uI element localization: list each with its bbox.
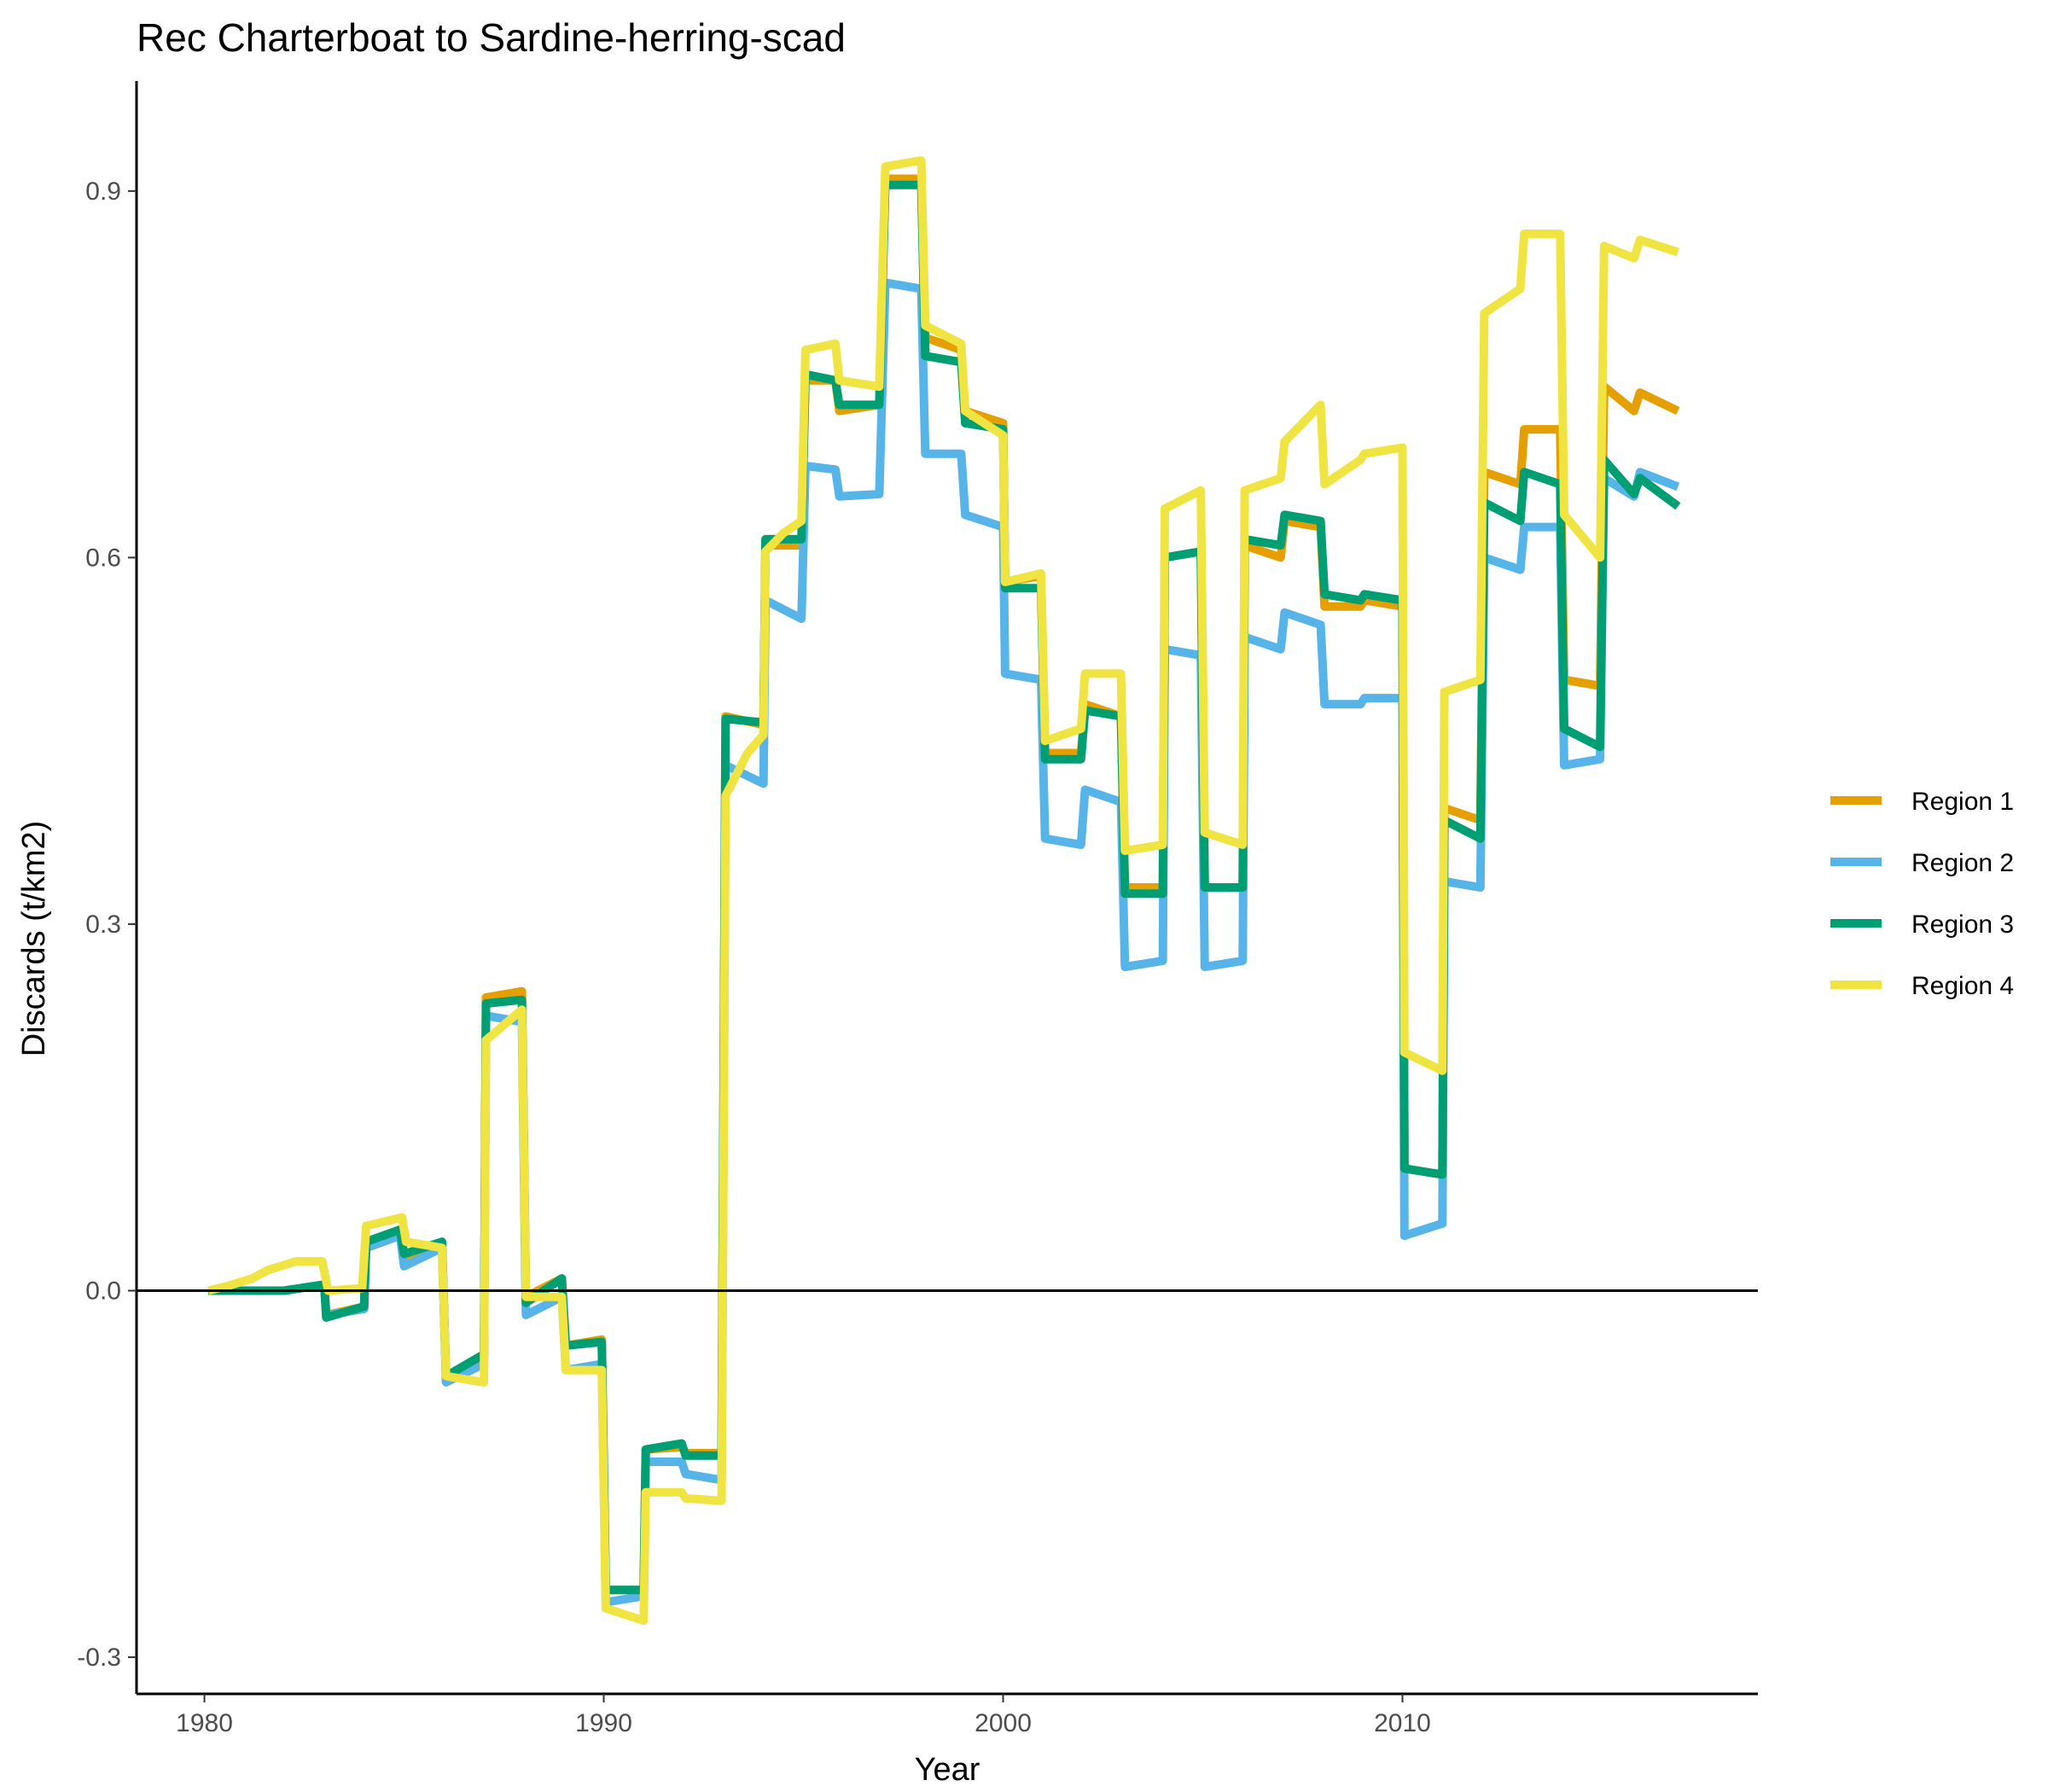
y-tick-label: 0.9 <box>85 177 121 206</box>
y-tick-label: -0.3 <box>77 1644 121 1672</box>
x-axis-title: Year <box>915 1752 980 1788</box>
x-axis-ticks: 1980 1990 2000 2010 <box>176 1694 1431 1737</box>
y-axis-title: Discards (t/km2) <box>16 821 52 1057</box>
lines-layer <box>207 156 1681 1626</box>
legend: Region 1 Region 2 Region 3 Region 4 <box>1830 788 2014 1000</box>
series-line-region-2 <box>208 278 1680 1607</box>
legend-label-region-3: Region 3 <box>1911 911 2014 939</box>
legend-label-region-1: Region 1 <box>1911 788 2014 816</box>
series-line-region-4 <box>207 156 1679 1626</box>
chart-title: Rec Charterboat to Sardine-herring-scad <box>137 15 846 60</box>
y-tick-label: 0.6 <box>85 544 121 572</box>
x-tick-label: 2000 <box>975 1709 1032 1737</box>
y-tick-label: 0.3 <box>85 911 121 939</box>
legend-label-region-2: Region 2 <box>1911 849 2014 877</box>
legend-label-region-4: Region 4 <box>1911 972 2014 1000</box>
x-tick-label: 1980 <box>176 1709 233 1737</box>
y-axis-ticks: -0.3 0.0 0.3 0.6 0.9 <box>77 177 137 1672</box>
x-tick-label: 1990 <box>575 1709 632 1737</box>
y-tick-label: 0.0 <box>85 1277 121 1306</box>
x-tick-label: 2010 <box>1374 1709 1431 1737</box>
